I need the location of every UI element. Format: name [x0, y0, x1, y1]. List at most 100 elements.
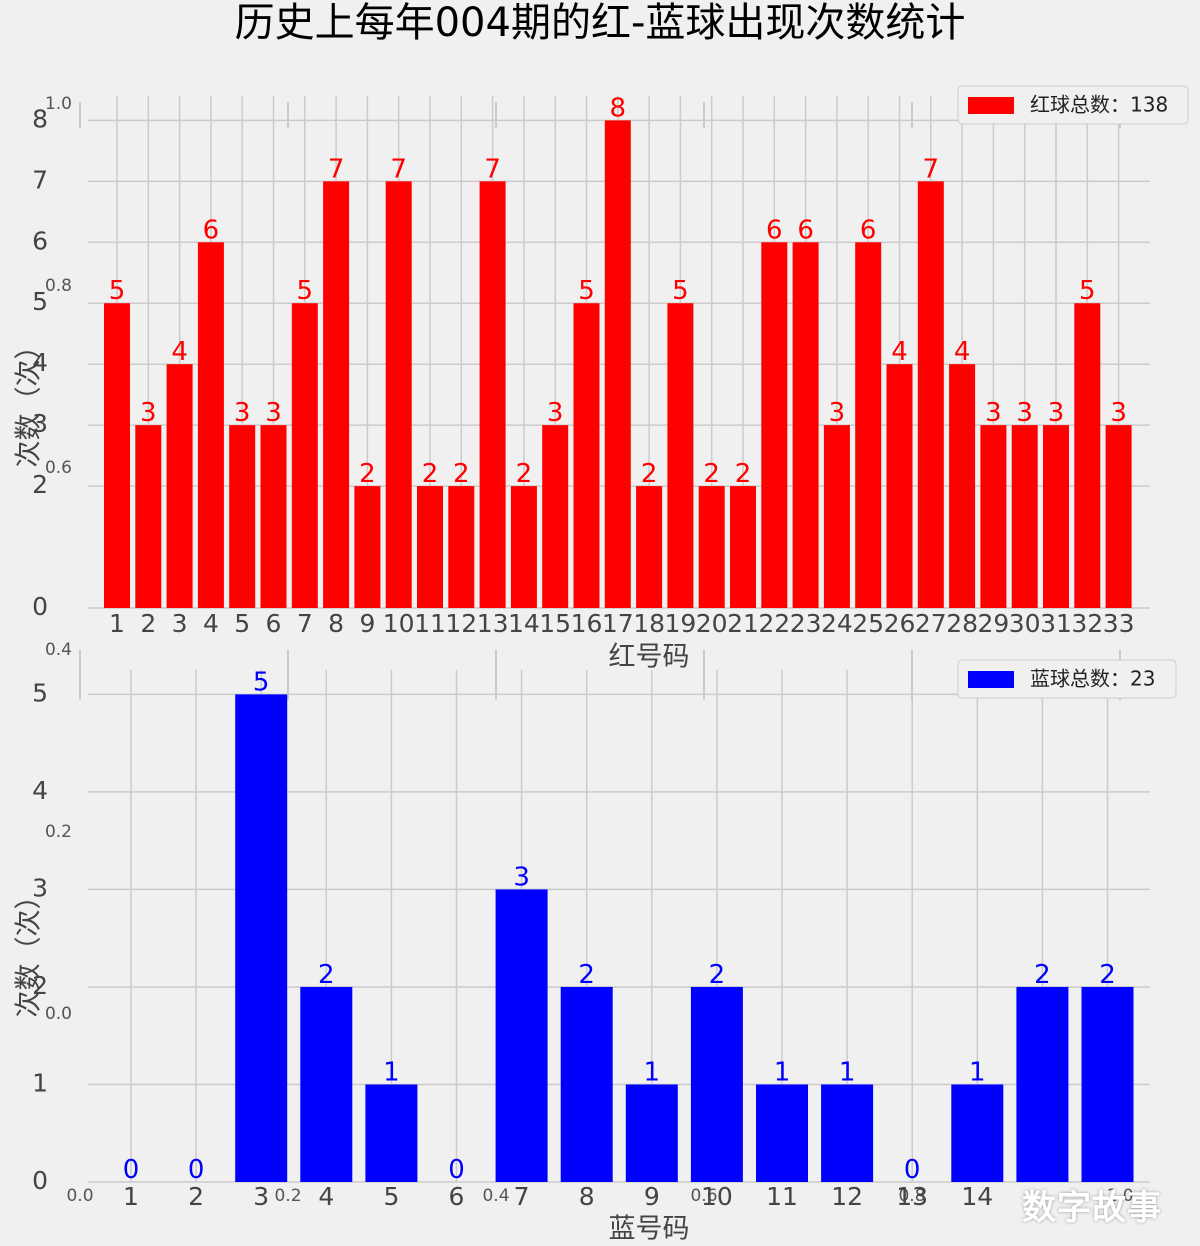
x-tick-label: 29	[977, 609, 1009, 638]
data-label: 0	[448, 1155, 465, 1185]
x-tick-label: 13	[896, 1182, 928, 1211]
data-label: 0	[123, 1155, 140, 1185]
bar	[855, 242, 882, 609]
data-label: 5	[253, 667, 270, 697]
bar	[730, 486, 756, 608]
bar	[980, 425, 1007, 608]
bar	[1081, 986, 1134, 1182]
data-label: 2	[641, 459, 658, 489]
data-label: 6	[797, 215, 814, 245]
y-tick-label: 0	[32, 592, 48, 621]
data-label: 3	[513, 862, 530, 892]
y-tick-label: 2	[32, 971, 48, 1000]
bar	[698, 486, 725, 608]
x-tick-label: 10	[383, 609, 415, 638]
bar	[573, 303, 600, 608]
x-tick-label: 6	[449, 1182, 465, 1211]
data-label: 2	[359, 459, 376, 489]
x-tick-label: 15	[539, 609, 571, 638]
bar	[560, 986, 613, 1182]
data-label: 1	[839, 1057, 856, 1087]
bar	[949, 364, 976, 608]
x-tick-label: 12	[831, 1182, 863, 1211]
data-label: 4	[891, 337, 908, 367]
x-tick-label: 23	[790, 609, 822, 638]
y-axis-label: 次数（次）	[14, 333, 45, 468]
data-label: 4	[954, 337, 971, 367]
x-tick-label: 10	[701, 1182, 733, 1211]
x-tick-label: 32	[1071, 609, 1103, 638]
bar	[104, 303, 130, 608]
x-tick-label: 18	[633, 609, 665, 638]
bar	[667, 303, 694, 608]
x-tick-label: 31	[1040, 609, 1072, 638]
y-tick-label: 4	[32, 348, 48, 377]
x-axis-label: 红号码	[609, 642, 690, 673]
y-tick-label: 6	[32, 226, 48, 255]
bar	[756, 1084, 808, 1182]
data-label: 7	[390, 154, 407, 184]
bar	[823, 425, 850, 608]
legend-swatch	[968, 97, 1014, 114]
data-label: 2	[578, 960, 595, 990]
x-axis-label: 蓝号码	[609, 1214, 690, 1245]
data-label: 2	[703, 459, 720, 489]
data-label: 5	[672, 276, 689, 306]
x-tick-label: 8	[579, 1182, 595, 1211]
data-label: 5	[1079, 276, 1096, 306]
bar	[510, 486, 537, 608]
bar	[495, 889, 548, 1182]
x-tick-label: 21	[727, 609, 759, 638]
bar	[886, 364, 913, 608]
data-label: 6	[766, 215, 783, 245]
x-tick-label: 4	[203, 609, 219, 638]
watermark: 数字故事	[1022, 1188, 1162, 1228]
x-tick-label: 1	[109, 609, 125, 638]
y-tick-label: 5	[32, 678, 48, 707]
bar	[197, 242, 224, 609]
x-tick-label: 28	[946, 609, 978, 638]
x-tick-label: 25	[852, 609, 884, 638]
x-tick-label: 26	[884, 609, 916, 638]
bg-y-tick-label: 1.0	[45, 94, 72, 114]
bar	[625, 1084, 678, 1182]
data-label: 1	[774, 1057, 791, 1087]
x-tick-label: 11	[766, 1182, 798, 1211]
data-label: 3	[985, 398, 1002, 428]
y-axis-label: 次数（次）	[14, 883, 45, 1018]
x-tick-label: 4	[318, 1182, 334, 1211]
bar	[951, 1084, 1004, 1182]
bar	[260, 425, 287, 608]
data-label: 2	[735, 459, 752, 489]
data-label: 1	[969, 1057, 986, 1087]
bg-y-tick-label: 0.2	[45, 822, 72, 842]
x-tick-label: 2	[188, 1182, 204, 1211]
bar	[323, 181, 350, 609]
bar	[792, 242, 819, 609]
data-label: 2	[1099, 960, 1116, 990]
chart-title: 历史上每年004期的红-蓝球出现次数统计	[234, 0, 966, 46]
data-label: 0	[188, 1155, 205, 1185]
x-tick-label: 22	[758, 609, 790, 638]
x-tick-label: 13	[477, 609, 509, 638]
bg-x-tick-label: 0.4	[482, 1186, 509, 1206]
y-tick-label: 3	[32, 409, 48, 438]
data-label: 2	[453, 459, 470, 489]
bar	[235, 694, 288, 1182]
x-tick-label: 33	[1103, 609, 1135, 638]
bg-x-tick-label: 0.0	[66, 1186, 93, 1206]
bar	[1043, 425, 1069, 608]
x-tick-label: 5	[234, 609, 250, 638]
data-label: 5	[578, 276, 595, 306]
bar	[542, 425, 569, 608]
x-tick-label: 14	[961, 1182, 993, 1211]
x-tick-label: 14	[508, 609, 540, 638]
data-label: 1	[644, 1057, 661, 1087]
bar	[417, 486, 443, 608]
x-tick-label: 7	[297, 609, 313, 638]
x-tick-label: 9	[644, 1182, 660, 1211]
x-tick-label: 30	[1009, 609, 1041, 638]
data-label: 0	[904, 1155, 921, 1185]
y-tick-label: 5	[32, 287, 48, 316]
